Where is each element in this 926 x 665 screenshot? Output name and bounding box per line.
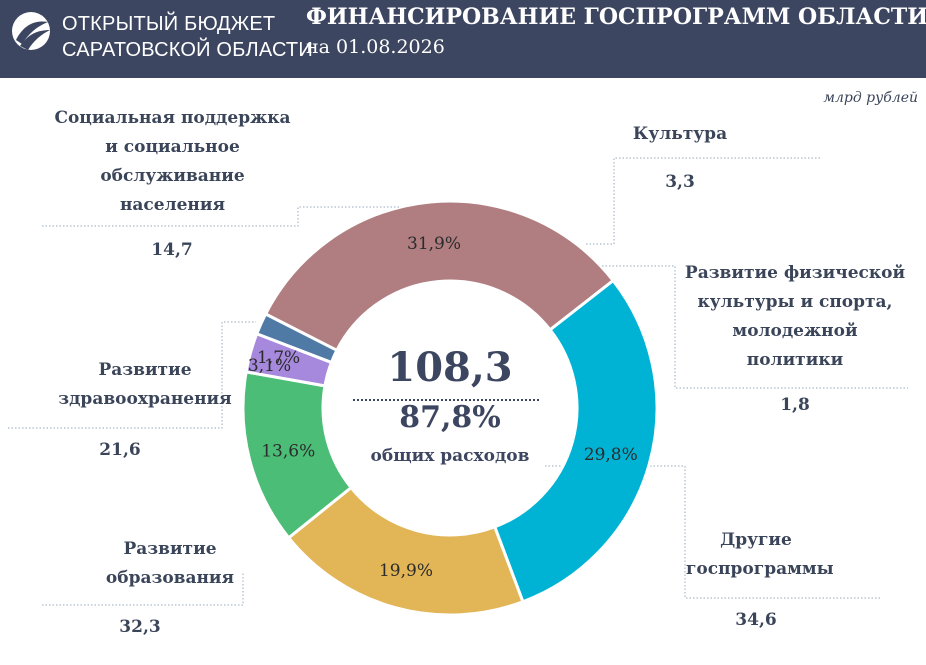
slice-category-label-line: молодежной xyxy=(732,321,858,341)
slice-category-label-line: Развитие физической xyxy=(684,263,906,283)
leader-line xyxy=(602,265,908,389)
org-line-1: ОТКРЫТЫЙ БЮДЖЕТ xyxy=(62,13,276,35)
slice-value-label: 34,6 xyxy=(735,610,777,630)
slice-value-label: 32,3 xyxy=(119,617,161,637)
page-title: ФИНАНСИРОВАНИЕ ГОСПРОГРАММ ОБЛАСТИ xyxy=(306,4,926,30)
center-total: 108,3 xyxy=(387,344,513,391)
donut-slice xyxy=(254,312,339,365)
slice-category-label-line: Другие xyxy=(720,530,792,550)
slice-category-label-line: населения xyxy=(119,195,226,215)
organization-name: ОТКРЫТЫЙ БЮДЖЕТ САРАТОВСКОЙ ОБЛАСТИ xyxy=(62,11,313,63)
slice-category-label-line: Социальная поддержка xyxy=(54,108,291,128)
slice-category-label: Другие госпрограммы xyxy=(686,526,834,584)
slice-category-label-line: Культура xyxy=(632,124,728,144)
slice-percent-label: 1,7% xyxy=(257,348,300,368)
slice-category-label: Развитие физической культуры и спорта, мол… xyxy=(665,259,925,375)
slice-percent-label: 13,6% xyxy=(261,441,315,461)
slice-category-label-line: обслуживание xyxy=(100,166,245,186)
center-share: 87,8% xyxy=(399,400,501,435)
slice-category-label-line: Развитие xyxy=(98,360,192,380)
leader-line xyxy=(586,157,820,245)
slice-category-label: Социальная поддержка и социальное обслужив… xyxy=(40,104,305,220)
donut-slice xyxy=(492,278,659,604)
slice-value-label: 21,6 xyxy=(99,440,141,460)
slice-category-label-line: культуры и спорта, xyxy=(697,292,893,312)
slice-value-label: 14,7 xyxy=(151,240,193,260)
slice-value-label: 1,8 xyxy=(780,395,810,415)
center-divider xyxy=(353,399,539,401)
slice-percent-label: 3,1% xyxy=(248,356,291,376)
slice-category-label-line: здравоохранения xyxy=(58,389,232,409)
leader-line xyxy=(42,572,244,606)
header-bar: ОТКРЫТЫЙ БЮДЖЕТ САРАТОВСКОЙ ОБЛАСТИ ФИНА… xyxy=(0,0,926,78)
slice-category-label-line: и социальное xyxy=(105,137,240,157)
leader-line xyxy=(8,321,256,429)
slice-category-label: Развитие образования xyxy=(70,535,270,593)
org-line-2: САРАТОВСКОЙ ОБЛАСТИ xyxy=(62,39,313,61)
slice-percent-label: 19,9% xyxy=(379,561,433,581)
donut-slice xyxy=(263,199,616,353)
slice-category-label-line: политики xyxy=(746,350,844,370)
slice-category-label-line: госпрограммы xyxy=(686,559,834,579)
slice-value-label: 3,3 xyxy=(665,172,695,192)
slice-category-label-line: образования xyxy=(105,568,235,588)
center-caption: общих расходов xyxy=(370,446,530,466)
budget-logo-icon xyxy=(12,12,50,50)
unit-label: млрд рублей xyxy=(823,90,918,106)
report-date: на 01.08.2026 xyxy=(306,36,445,58)
slice-category-label: Культура xyxy=(610,120,750,149)
slice-category-label: Развитие здравоохранения xyxy=(50,356,240,414)
slice-percent-label: 29,8% xyxy=(584,445,638,465)
donut-slice xyxy=(286,485,525,617)
leader-line xyxy=(42,206,400,227)
slice-category-label-line: Развитие xyxy=(123,539,217,559)
slice-percent-label: 31,9% xyxy=(407,234,461,254)
